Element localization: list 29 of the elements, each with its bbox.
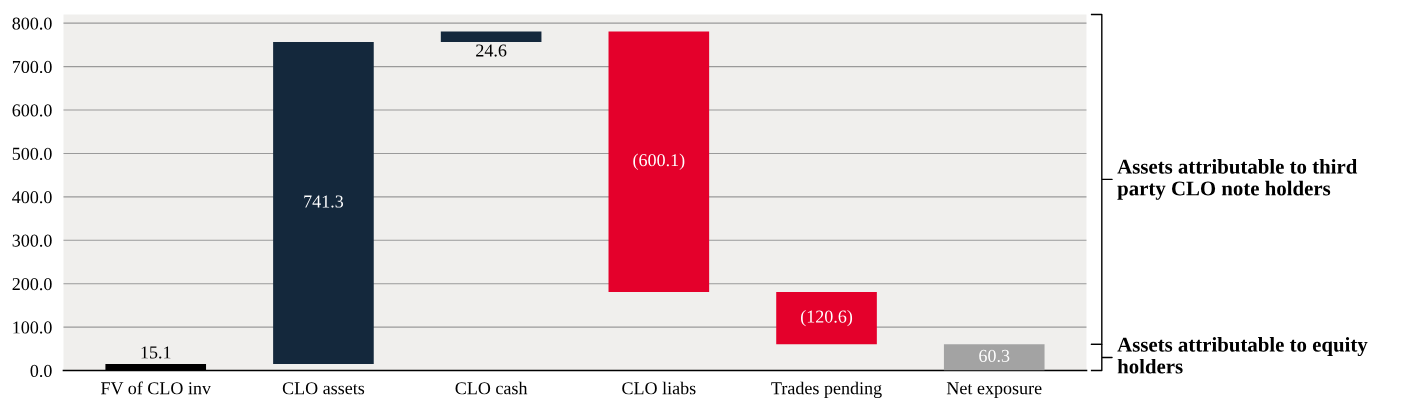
y-tick-label: 400.0 [12,191,52,204]
y-tick-label: 300.0 [12,234,52,247]
bar [273,42,374,364]
y-tick-label: 0.0 [30,364,52,378]
y-tick-label: 800.0 [12,17,52,30]
x-tick-label: Net exposure [946,382,1042,399]
x-tick-label: Trades pending [771,381,882,399]
y-tick-label: 100.0 [13,321,52,334]
data-label: 15.1 [141,346,171,359]
y-tick-label: 500.0 [12,147,52,160]
bar [776,291,877,345]
bar [105,363,207,371]
data-label: 24.6 [476,44,507,57]
y-tick-label: 200.0 [12,277,52,291]
text: Assets attributable to third party CLO note holders [1117,159,1358,200]
data-label: (120.6) [801,309,853,327]
x-tick-label: CLO liabs [622,381,696,395]
x-tick-label: CLO assets [282,382,365,395]
text: Assets attributable to equity holders [1117,337,1368,374]
data-label: (600.1) [633,153,685,170]
bar [943,344,1045,371]
y-tick-label: 700.0 [12,60,52,74]
x-tick-label: CLO cash [455,381,528,395]
data-label: 741.3 [304,195,344,208]
bar [440,31,542,43]
x-tick-label: FV of CLO inv [100,381,211,395]
bar [608,31,710,292]
y-tick-label: 600.0 [12,104,52,117]
data-label: 60.3 [979,349,1010,363]
